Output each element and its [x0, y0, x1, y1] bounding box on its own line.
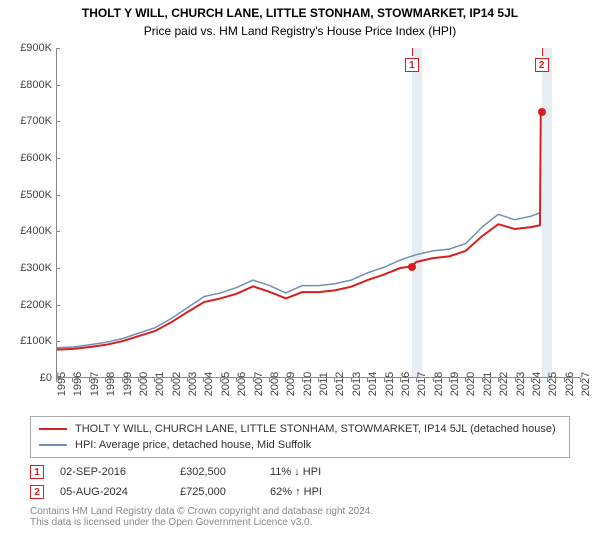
legend-box: THOLT Y WILL, CHURCH LANE, LITTLE STONHA… — [30, 416, 570, 458]
legend-swatch — [39, 428, 67, 430]
x-tick-label: 2027 — [580, 372, 600, 396]
legend-label: THOLT Y WILL, CHURCH LANE, LITTLE STONHA… — [75, 423, 556, 435]
sale-date: 05-AUG-2024 — [60, 486, 180, 498]
y-tick-label: £300K — [10, 262, 52, 274]
legend-swatch — [39, 444, 67, 446]
sale-marker — [538, 108, 546, 116]
sale-flag: 2 — [535, 58, 549, 72]
sale-row-flag: 2 — [30, 485, 44, 499]
y-tick-label: £900K — [10, 42, 52, 54]
legend-label: HPI: Average price, detached house, Mid … — [75, 439, 311, 451]
sale-delta: 11% ↓ HPI — [270, 466, 390, 478]
series-hpi — [57, 213, 541, 348]
y-tick-label: £0 — [10, 372, 52, 384]
sale-marker — [408, 263, 416, 271]
sales-table: 1 02-SEP-2016£302,50011% ↓ HPI 2 05-AUG-202… — [30, 462, 570, 502]
y-tick-label: £100K — [10, 335, 52, 347]
title-address: THOLT Y WILL, CHURCH LANE, LITTLE STONHA… — [0, 0, 600, 20]
sale-price: £302,500 — [180, 466, 270, 478]
y-tick-label: £500K — [10, 189, 52, 201]
plot-region: 12 — [56, 48, 580, 378]
line-layer — [57, 48, 580, 377]
sale-row: 2 05-AUG-2024£725,00062% ↑ HPI — [30, 482, 570, 502]
y-tick-label: £700K — [10, 115, 52, 127]
footer-attribution: Contains HM Land Registry data © Crown c… — [30, 506, 570, 528]
y-tick-label: £200K — [10, 299, 52, 311]
sale-flag: 1 — [405, 58, 419, 72]
title-subtitle: Price paid vs. HM Land Registry's House … — [0, 20, 600, 42]
sale-row: 1 02-SEP-2016£302,50011% ↓ HPI — [30, 462, 570, 482]
chart-card: THOLT Y WILL, CHURCH LANE, LITTLE STONHA… — [0, 0, 600, 560]
sale-delta: 62% ↑ HPI — [270, 486, 390, 498]
footer-line1: Contains HM Land Registry data © Crown c… — [30, 506, 570, 517]
legend-item: THOLT Y WILL, CHURCH LANE, LITTLE STONHA… — [39, 421, 561, 437]
legend-item: HPI: Average price, detached house, Mid … — [39, 437, 561, 453]
series-property — [57, 112, 541, 350]
y-tick-label: £400K — [10, 225, 52, 237]
y-tick-label: £600K — [10, 152, 52, 164]
sale-price: £725,000 — [180, 486, 270, 498]
chart-area: 12 £0£100K£200K£300K£400K£500K£600K£700K… — [10, 42, 590, 412]
sale-date: 02-SEP-2016 — [60, 466, 180, 478]
footer-line2: This data is licensed under the Open Gov… — [30, 517, 570, 528]
sale-row-flag: 1 — [30, 465, 44, 479]
y-tick-label: £800K — [10, 79, 52, 91]
